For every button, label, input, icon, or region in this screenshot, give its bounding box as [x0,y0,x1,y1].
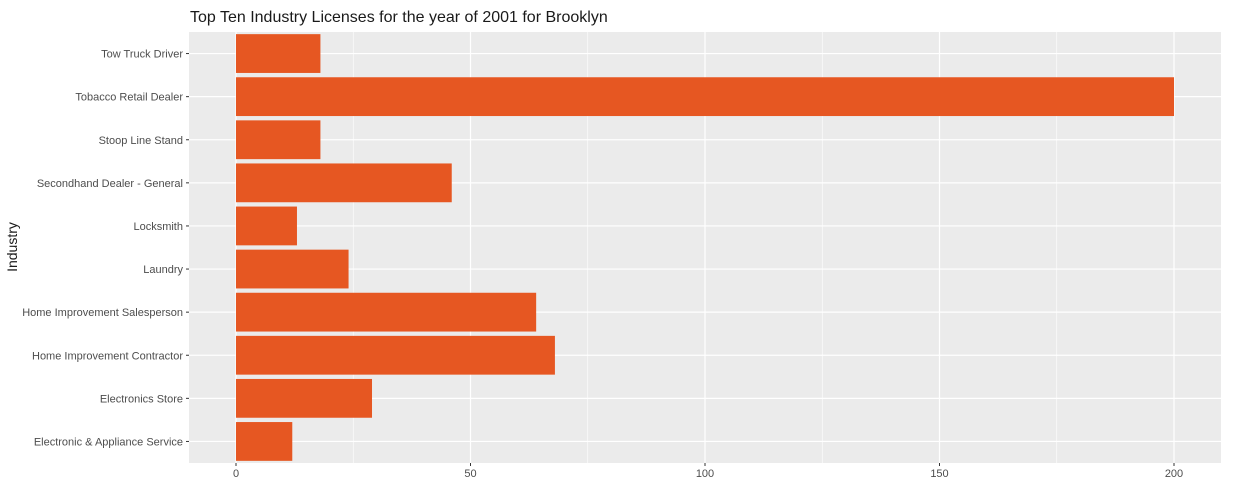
y-tick-label: Electronic & Appliance Service [34,436,183,448]
x-tick-label: 150 [930,468,948,480]
y-tick-label: Tow Truck Driver [101,49,183,61]
x-tick-label: 200 [1165,468,1183,480]
y-tick-label: Stoop Line Stand [99,135,183,147]
y-tick-label: Electronics Store [100,393,183,405]
chart-title: Top Ten Industry Licenses for the year o… [190,9,608,26]
bar [236,422,293,461]
bars [236,34,1174,461]
y-tick-label: Tobacco Retail Dealer [75,92,183,104]
x-tick-label: 0 [233,468,239,480]
y-tick-label: Locksmith [133,221,183,233]
y-tick-label: Secondhand Dealer - General [37,178,183,190]
bar [236,292,537,332]
bar [236,206,297,246]
bar [236,335,555,375]
bar [236,77,1174,117]
bar [236,378,373,418]
y-axis: Tow Truck Driver Tobacco Retail Dealer Sto… [22,49,189,448]
x-axis: 0 50 100 150 200 [233,463,1183,480]
y-tick-label: Home Improvement Contractor [32,350,183,362]
bar [236,120,321,160]
y-axis-label: Industry [4,222,20,272]
x-tick-label: 50 [464,468,476,480]
y-tick-label: Home Improvement Salesperson [22,307,183,319]
bar [236,34,321,73]
y-tick-label: Laundry [143,264,183,276]
bar [236,163,452,203]
bar [236,249,349,289]
x-tick-label: 100 [696,468,714,480]
